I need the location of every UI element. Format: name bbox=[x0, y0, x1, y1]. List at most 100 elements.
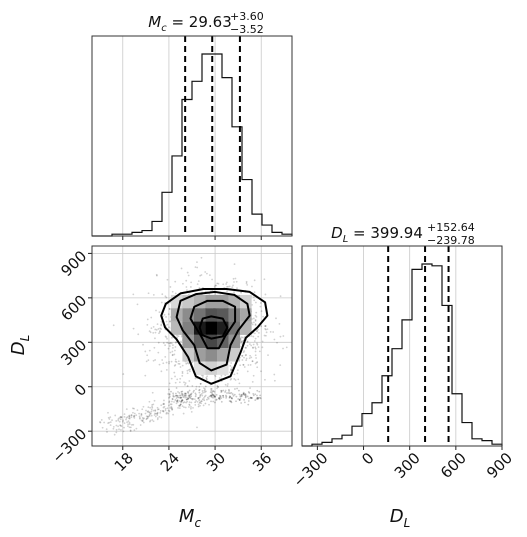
scatter-point bbox=[184, 392, 187, 395]
scatter-point bbox=[259, 397, 262, 400]
scatter-point bbox=[257, 397, 260, 400]
scatter-point bbox=[197, 403, 200, 406]
scatter-point bbox=[142, 418, 145, 420]
scatter-point bbox=[186, 271, 189, 274]
scatter-point bbox=[185, 394, 187, 397]
scatter-point bbox=[246, 370, 249, 373]
scatter-point bbox=[205, 378, 208, 381]
scatter-point bbox=[264, 327, 266, 330]
scatter-point bbox=[241, 336, 244, 339]
scatter-point bbox=[217, 386, 219, 388]
scatter-point bbox=[242, 363, 245, 366]
scatter-point bbox=[253, 291, 256, 294]
scatter-point bbox=[176, 334, 178, 337]
scatter-point bbox=[201, 390, 204, 392]
scatter-point bbox=[220, 400, 223, 403]
scatter-point bbox=[252, 394, 255, 397]
scatter-point bbox=[186, 391, 189, 394]
scatter-point bbox=[264, 378, 266, 381]
scatter-point bbox=[177, 360, 180, 363]
scatter-point bbox=[244, 395, 247, 398]
scatter-point bbox=[142, 405, 145, 408]
scatter-point bbox=[156, 408, 159, 411]
scatter-point bbox=[158, 311, 161, 314]
scatter-point bbox=[154, 337, 156, 340]
scatter-point bbox=[180, 400, 183, 403]
scatter-point bbox=[128, 426, 131, 429]
scatter-point bbox=[159, 330, 161, 332]
scatter-point bbox=[210, 396, 213, 399]
scatter-point bbox=[167, 347, 170, 350]
scatter-point bbox=[188, 369, 190, 371]
scatter-point bbox=[198, 399, 201, 401]
scatter-point bbox=[182, 394, 184, 397]
scatter-point bbox=[118, 428, 120, 431]
scatter-point bbox=[162, 402, 165, 405]
scatter-point bbox=[183, 381, 185, 384]
scatter-point bbox=[166, 323, 169, 326]
scatter-point bbox=[169, 342, 171, 345]
density-cell-14 bbox=[170, 321, 183, 335]
scatter-point bbox=[262, 315, 264, 318]
scatter-point bbox=[256, 397, 259, 399]
density-cell-26 bbox=[182, 348, 194, 362]
scatter-point bbox=[225, 397, 227, 399]
scatter-point bbox=[225, 281, 228, 284]
scatter-point bbox=[212, 393, 215, 396]
scatter-point bbox=[218, 394, 221, 397]
scatter-point bbox=[269, 330, 272, 333]
scatter-point bbox=[233, 291, 235, 294]
scatter-point bbox=[228, 390, 230, 392]
scatter-point bbox=[210, 394, 212, 397]
scatter-point bbox=[128, 416, 131, 418]
scatter-point bbox=[162, 342, 165, 344]
scatter-point bbox=[112, 427, 115, 430]
mc-histogram-steps bbox=[92, 53, 293, 237]
scatter-point bbox=[203, 399, 206, 401]
scatter-point bbox=[179, 403, 182, 406]
scatter-point bbox=[200, 400, 203, 403]
scatter-point bbox=[218, 398, 221, 401]
scatter-point bbox=[199, 394, 202, 397]
scatter-point bbox=[175, 400, 178, 403]
scatter-point bbox=[179, 394, 182, 397]
scatter-point bbox=[167, 342, 170, 345]
scatter-point bbox=[243, 394, 246, 396]
scatter-point bbox=[273, 373, 276, 376]
scatter-point bbox=[196, 266, 199, 269]
scatter-point bbox=[250, 397, 253, 400]
scatter-point bbox=[254, 324, 257, 326]
scatter-point bbox=[208, 395, 211, 398]
scatter-point bbox=[171, 336, 173, 339]
scatter-point bbox=[259, 305, 262, 308]
scatter-point bbox=[188, 404, 191, 407]
scatter-point bbox=[178, 400, 181, 402]
scatter-point bbox=[229, 395, 232, 398]
scatter-point bbox=[120, 429, 122, 431]
scatter-point bbox=[190, 392, 193, 395]
scatter-point bbox=[191, 398, 194, 401]
scatter-point bbox=[188, 394, 191, 397]
scatter-point bbox=[128, 415, 130, 418]
scatter-point bbox=[190, 395, 193, 398]
scatter-point bbox=[241, 340, 244, 343]
scatter-point bbox=[165, 316, 167, 318]
scatter-point bbox=[213, 285, 216, 288]
scatter-point bbox=[175, 397, 178, 399]
scatter-point bbox=[109, 421, 112, 424]
scatter-point bbox=[169, 403, 172, 406]
scatter-point bbox=[173, 371, 176, 374]
scatter-point bbox=[233, 378, 236, 380]
scatter-point bbox=[190, 407, 192, 410]
scatter-point bbox=[117, 418, 120, 421]
scatter-point bbox=[189, 286, 192, 288]
scatter-point bbox=[99, 421, 101, 423]
density-cell-15 bbox=[182, 321, 194, 335]
scatter-point bbox=[199, 404, 201, 407]
scatter-point bbox=[169, 320, 171, 323]
scatter-point bbox=[200, 274, 203, 276]
scatter-point bbox=[252, 343, 255, 346]
scatter-point bbox=[251, 285, 253, 288]
scatter-point bbox=[203, 391, 206, 394]
scatter-point bbox=[239, 395, 242, 398]
